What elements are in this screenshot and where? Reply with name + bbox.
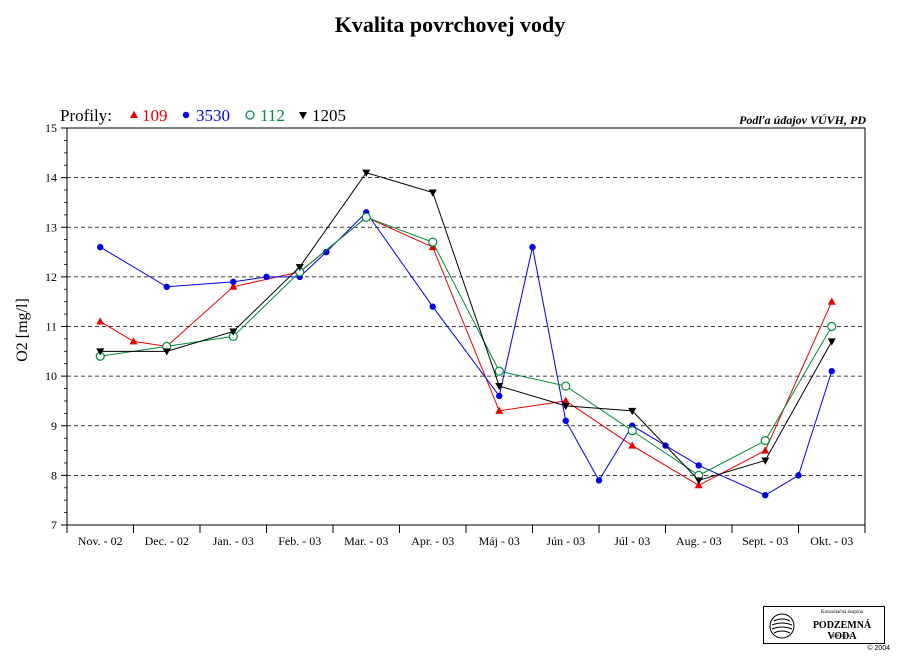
legend-label-1205: 1205 — [312, 106, 346, 125]
y-ticks: 7 8 9 10 11 12 13 14 15 — [45, 121, 67, 532]
data-point-1205 — [162, 348, 171, 356]
data-point-3530 — [163, 283, 170, 290]
data-point-3530 — [595, 477, 603, 484]
series-group — [95, 169, 837, 499]
legend-marker-3530 — [182, 111, 190, 119]
data-point-109 — [129, 337, 138, 345]
data-point-109 — [827, 297, 836, 305]
series-line-112 — [100, 216, 833, 476]
y-tick-label: 14 — [45, 171, 57, 185]
x-tick-label: Mar. - 03 — [344, 534, 388, 548]
series-112 — [95, 212, 837, 480]
data-point-3530 — [97, 243, 104, 251]
data-point-3530 — [496, 392, 503, 400]
logo-line1: Konzultačná skupina — [820, 610, 864, 615]
series-line-1205 — [100, 172, 833, 481]
y-axis-label: O2 [mg/l] — [14, 298, 31, 362]
data-point-3530 — [429, 303, 436, 310]
data-point-109 — [694, 481, 703, 489]
data-point-3530 — [263, 273, 270, 281]
data-point-1205 — [561, 402, 570, 411]
x-tick-label: Dec. - 02 — [145, 534, 189, 548]
legend-label-109: 109 — [142, 106, 168, 125]
y-tick-label: 7 — [51, 518, 57, 532]
x-tick-label: Sept. - 03 — [742, 534, 788, 548]
logo-line2: PODZEMNÁ VODA — [812, 620, 872, 642]
legend-label-112: 112 — [260, 106, 285, 125]
data-point-1205 — [96, 348, 105, 356]
data-point-112 — [827, 321, 837, 332]
legend-marker-112 — [245, 110, 255, 120]
x-tick-label: Júl - 03 — [614, 534, 650, 548]
x-tick-label: Nov. - 02 — [78, 534, 123, 548]
data-point-109 — [96, 317, 105, 325]
legend: Profily: 109 3530 112 1205 — [60, 106, 346, 125]
data-point-109 — [229, 282, 238, 290]
data-point-3530 — [562, 417, 569, 424]
data-point-3530 — [695, 462, 702, 469]
chart-title: Kvalita povrchovej vody — [334, 12, 566, 37]
grid-lines — [67, 177, 865, 476]
data-point-109 — [761, 446, 770, 454]
y-tick-label: 8 — [51, 468, 57, 482]
data-point-3530 — [828, 367, 835, 375]
data-point-1205 — [428, 189, 437, 197]
x-tick-label: Okt. - 03 — [810, 534, 853, 548]
legend-label-3530: 3530 — [196, 106, 230, 125]
x-tick-label: Jan. - 03 — [213, 534, 254, 548]
y-tick-label: 13 — [45, 220, 57, 234]
y-tick-label: 15 — [45, 121, 57, 135]
data-point-1205 — [229, 328, 238, 336]
legend-title: Profily: — [60, 106, 112, 125]
logo-line3: spol. s r. o. — [831, 634, 853, 639]
series-1205 — [96, 169, 836, 485]
series-3530 — [97, 209, 835, 499]
data-point-3530 — [323, 248, 330, 256]
data-point-3530 — [230, 278, 237, 286]
data-point-112 — [760, 436, 770, 446]
data-point-112 — [561, 381, 571, 391]
data-point-3530 — [762, 492, 769, 499]
data-point-1205 — [694, 477, 703, 485]
data-point-1205 — [827, 338, 836, 346]
data-point-112 — [627, 426, 637, 436]
legend-marker-1205 — [299, 112, 307, 120]
data-point-109 — [561, 396, 570, 404]
data-point-3530 — [529, 243, 536, 251]
x-tick-label: Aug. - 03 — [676, 534, 722, 548]
company-logo: Konzultačná skupina PODZEMNÁ VODA spol. … — [763, 606, 885, 644]
y-tick-label: 10 — [45, 369, 57, 383]
data-point-112 — [494, 366, 504, 376]
x-tick-label: Feb. - 03 — [278, 534, 321, 548]
y-tick-label: 11 — [45, 320, 57, 334]
data-point-1205 — [362, 169, 371, 177]
copyright: © 2004 — [867, 645, 890, 652]
data-point-112 — [361, 212, 371, 222]
data-point-109 — [495, 406, 504, 414]
data-point-1205 — [495, 383, 504, 391]
x-tick-label: Máj - 03 — [479, 534, 520, 548]
series-line-3530 — [99, 211, 833, 496]
data-point-1205 — [295, 263, 304, 272]
y-tick-label: 9 — [51, 419, 57, 433]
logo-mark-icon — [769, 613, 795, 639]
data-point-109 — [628, 441, 637, 449]
x-ticks: Nov. - 02 Dec. - 02 Jan. - 03 Feb. - 03 Mar.… — [66, 525, 866, 548]
legend-marker-109 — [130, 110, 138, 118]
data-point-112 — [428, 237, 438, 247]
y-tick-label: 12 — [45, 270, 57, 284]
x-tick-label: Apr. - 03 — [411, 534, 454, 548]
data-point-1205 — [628, 407, 637, 416]
source-note: Podľa údajov VÚVH, PD — [739, 113, 866, 127]
data-point-3530 — [795, 472, 802, 479]
data-point-1205 — [761, 457, 770, 465]
x-tick-label: Jún - 03 — [546, 534, 585, 548]
